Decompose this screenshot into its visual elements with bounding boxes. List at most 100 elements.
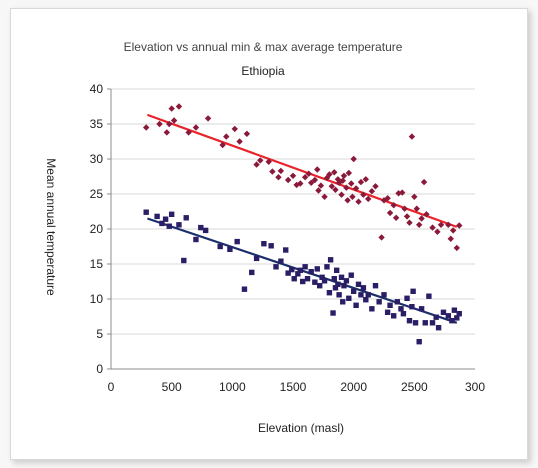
- data-point-square: [183, 215, 189, 221]
- data-points: [142, 103, 463, 345]
- data-point-diamond: [317, 182, 325, 189]
- data-point-diamond: [447, 235, 454, 242]
- data-point-diamond: [390, 202, 397, 209]
- data-point-diamond: [392, 214, 400, 221]
- data-point-diamond: [437, 221, 445, 228]
- data-point-square: [350, 288, 357, 294]
- data-point-diamond: [308, 179, 315, 186]
- data-point-square: [324, 264, 330, 270]
- x-tick-label: 1000: [219, 380, 246, 394]
- data-point-square: [433, 314, 439, 320]
- data-point-diamond: [362, 176, 369, 183]
- chart-area: Elevation vs annual min & max average te…: [10, 8, 528, 460]
- data-point-diamond: [453, 244, 460, 252]
- data-point-square: [283, 247, 289, 253]
- data-point-diamond: [355, 198, 362, 205]
- data-point-square: [241, 286, 248, 292]
- data-point-square: [168, 211, 175, 217]
- data-point-diamond: [360, 191, 367, 198]
- data-point-diamond: [399, 189, 406, 196]
- data-point-diamond: [338, 191, 345, 198]
- data-point-diamond: [142, 124, 150, 131]
- data-point-square: [193, 236, 199, 243]
- data-point-diamond: [344, 197, 351, 204]
- data-point-square: [308, 269, 314, 275]
- data-point-diamond: [332, 186, 339, 193]
- data-point-diamond: [350, 155, 357, 163]
- data-point-square: [312, 279, 318, 285]
- data-point-square: [297, 267, 303, 273]
- data-point-diamond: [340, 172, 348, 179]
- x-tick-label: 2000: [340, 380, 367, 394]
- data-point-square: [451, 307, 458, 313]
- data-point-square: [456, 311, 462, 317]
- data-point-diamond: [403, 213, 411, 220]
- data-point-diamond: [326, 171, 333, 178]
- data-point-diamond: [411, 193, 418, 200]
- x-tick-label: 0: [108, 380, 115, 394]
- data-point-diamond: [314, 166, 321, 173]
- data-point-diamond: [449, 227, 457, 234]
- data-point-square: [333, 267, 340, 273]
- data-point-diamond: [305, 170, 312, 177]
- data-point-diamond: [349, 193, 356, 200]
- data-point-diamond: [301, 174, 309, 181]
- tick-labels: 0 5 10 15 20 25 30 35 40 0 500 1000 1500 2000 2500 300: [90, 82, 486, 394]
- data-point-square: [273, 264, 279, 270]
- data-point-square: [454, 315, 460, 321]
- trendlines: [147, 113, 458, 324]
- data-point-square: [302, 264, 308, 270]
- data-point-square: [217, 243, 223, 250]
- data-point-diamond: [275, 174, 282, 181]
- data-point-diamond: [175, 103, 183, 110]
- data-point-diamond: [253, 161, 260, 168]
- data-point-square: [289, 266, 295, 273]
- y-tick-label: 15: [90, 257, 104, 271]
- data-point-diamond: [357, 178, 365, 186]
- scatter-chart: Elevation vs annual min & max average te…: [44, 40, 486, 435]
- data-point-diamond: [265, 158, 272, 165]
- data-point-diamond: [423, 211, 430, 218]
- data-point-diamond: [386, 209, 394, 217]
- data-point-square: [353, 302, 359, 308]
- data-point-square: [295, 271, 301, 277]
- y-axis-title: Mean annual temperature: [44, 158, 58, 296]
- data-point-square: [376, 299, 382, 305]
- y-tick-label: 40: [90, 82, 104, 96]
- data-point-diamond: [163, 129, 171, 136]
- data-point-diamond: [429, 224, 436, 231]
- data-point-square: [363, 297, 369, 303]
- data-point-square: [319, 274, 325, 280]
- data-point-diamond: [378, 234, 385, 241]
- data-point-square: [391, 313, 397, 319]
- data-point-square: [331, 276, 337, 282]
- data-point-diamond: [413, 205, 420, 212]
- data-point-square: [346, 295, 352, 301]
- x-tick-label: 500: [162, 380, 182, 394]
- data-point-square: [338, 274, 345, 280]
- data-point-square: [162, 216, 169, 222]
- data-point-diamond: [343, 184, 350, 191]
- data-point-square: [406, 318, 413, 324]
- data-point-square: [316, 283, 323, 289]
- data-point-diamond: [156, 120, 163, 128]
- data-point-square: [227, 246, 233, 252]
- data-point-square: [412, 320, 419, 326]
- data-point-square: [300, 278, 306, 285]
- data-point-square: [291, 276, 297, 282]
- y-tick-label: 20: [90, 222, 104, 236]
- data-point-square: [285, 270, 291, 276]
- y-tick-label: 30: [90, 152, 104, 166]
- gridlines: [111, 88, 475, 335]
- y-tick-label: 25: [90, 187, 104, 201]
- data-point-diamond: [348, 180, 355, 187]
- data-point-diamond: [269, 168, 276, 175]
- data-point-square: [181, 257, 187, 264]
- data-point-diamond: [368, 188, 376, 195]
- x-tick-label: 300: [465, 380, 485, 394]
- data-point-square: [449, 318, 455, 324]
- data-point-diamond: [243, 130, 251, 137]
- y-tick-label: 0: [96, 362, 103, 376]
- data-point-square: [336, 292, 342, 298]
- data-point-square: [340, 299, 346, 305]
